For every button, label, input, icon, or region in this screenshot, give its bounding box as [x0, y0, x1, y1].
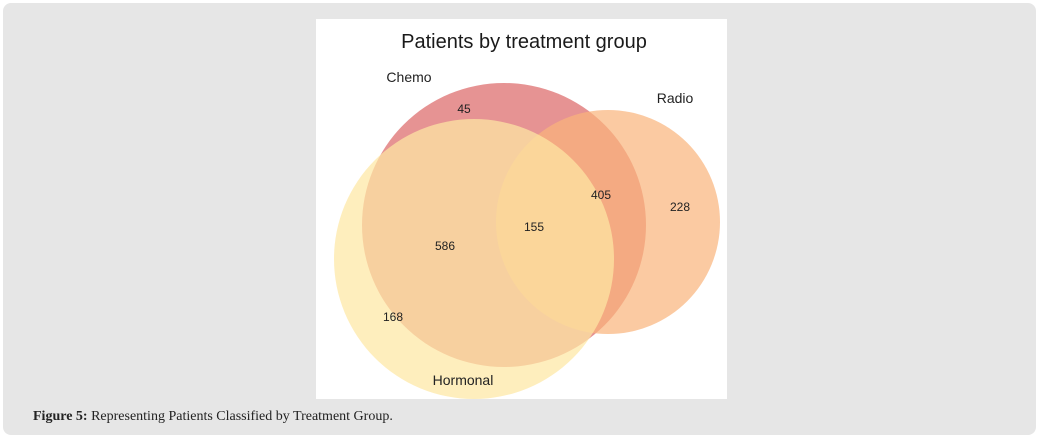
set-label-hormonal: Hormonal [433, 372, 494, 388]
venn-diagram-panel: Patients by treatment group Chemo Radio … [316, 19, 727, 399]
region-hormonal-only: 168 [383, 310, 403, 324]
region-chemo-radio: 405 [591, 188, 611, 202]
caption-label: Figure 5: [33, 409, 88, 424]
region-all-three: 155 [524, 220, 544, 234]
region-radio-only: 228 [670, 200, 690, 214]
region-chemo-hormonal: 586 [435, 239, 455, 253]
caption-text: Representing Patients Classified by Trea… [87, 409, 393, 424]
set-label-radio: Radio [657, 90, 694, 106]
venn-diagram: Patients by treatment group Chemo Radio … [334, 31, 720, 399]
diagram-title: Patients by treatment group [401, 31, 647, 53]
venn-circle-hormonal [334, 119, 614, 399]
figure-caption: Figure 5: Representing Patients Classifi… [33, 409, 393, 425]
figure-frame: Patients by treatment group Chemo Radio … [3, 3, 1036, 435]
set-label-chemo: Chemo [386, 69, 431, 85]
region-chemo-only: 45 [457, 102, 471, 116]
